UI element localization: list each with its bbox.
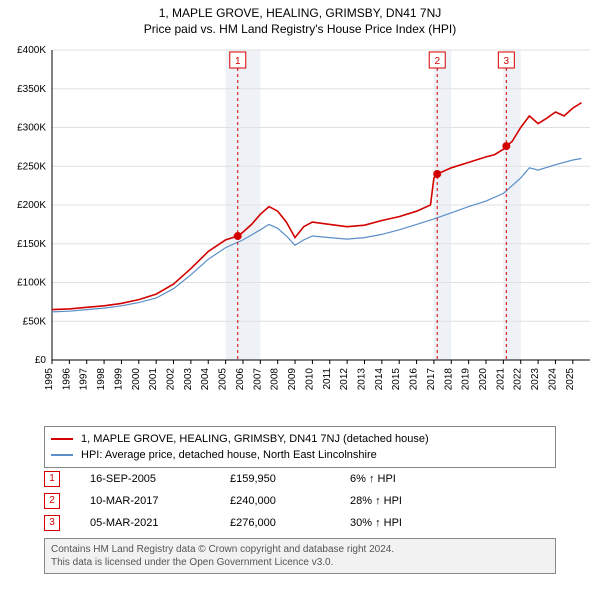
- legend-label-property: 1, MAPLE GROVE, HEALING, GRIMSBY, DN41 7…: [81, 433, 429, 445]
- svg-text:2002: 2002: [166, 368, 177, 391]
- svg-text:£250K: £250K: [17, 161, 46, 172]
- svg-text:2000: 2000: [131, 368, 142, 391]
- svg-text:2012: 2012: [339, 368, 350, 391]
- sale-marker-2: 2: [44, 493, 60, 509]
- sale-price-2: £240,000: [230, 495, 350, 507]
- chart-area: £0 £50K £100K £150K £200K £250K £300K £350K £400…: [0, 44, 600, 420]
- svg-text:1997: 1997: [79, 368, 90, 391]
- sale-diff-1: 6% ↑ HPI: [350, 473, 556, 485]
- svg-text:3: 3: [504, 56, 510, 67]
- footer-line-1: Contains HM Land Registry data © Crown c…: [51, 543, 549, 556]
- sales-table: 1 16-SEP-2005 £159,950 6% ↑ HPI 2 10-MAR…: [44, 468, 556, 534]
- legend-item-hpi: HPI: Average price, detached house, Nort…: [51, 447, 549, 463]
- svg-text:1999: 1999: [113, 368, 124, 391]
- svg-text:2008: 2008: [270, 368, 281, 391]
- svg-text:2025: 2025: [565, 368, 576, 391]
- svg-text:2020: 2020: [478, 368, 489, 391]
- svg-text:2019: 2019: [461, 368, 472, 391]
- svg-text:£150K: £150K: [17, 239, 46, 250]
- sale-marker-1: 1: [44, 471, 60, 487]
- footer-line-2: This data is licensed under the Open Gov…: [51, 556, 549, 569]
- sales-row-2: 2 10-MAR-2017 £240,000 28% ↑ HPI: [44, 490, 556, 512]
- svg-text:2001: 2001: [148, 368, 159, 391]
- svg-text:2022: 2022: [513, 368, 524, 391]
- sales-row-3: 3 05-MAR-2021 £276,000 30% ↑ HPI: [44, 512, 556, 534]
- svg-text:2004: 2004: [200, 368, 211, 391]
- svg-text:£0: £0: [35, 355, 47, 366]
- sales-row-1: 1 16-SEP-2005 £159,950 6% ↑ HPI: [44, 468, 556, 490]
- svg-text:2003: 2003: [183, 368, 194, 391]
- svg-text:2011: 2011: [322, 368, 333, 390]
- svg-text:2018: 2018: [443, 368, 454, 391]
- legend-item-property: 1, MAPLE GROVE, HEALING, GRIMSBY, DN41 7…: [51, 431, 549, 447]
- sale-price-1: £159,950: [230, 473, 350, 485]
- legend-box: 1, MAPLE GROVE, HEALING, GRIMSBY, DN41 7…: [44, 426, 556, 468]
- svg-text:£50K: £50K: [23, 316, 47, 327]
- sale-diff-2: 28% ↑ HPI: [350, 495, 556, 507]
- sale-date-2: 10-MAR-2017: [90, 495, 230, 507]
- svg-text:£200K: £200K: [17, 200, 46, 211]
- title-sub: Price paid vs. HM Land Registry's House …: [0, 20, 600, 36]
- svg-text:1: 1: [235, 56, 241, 67]
- svg-text:1996: 1996: [61, 368, 72, 391]
- legend-label-hpi: HPI: Average price, detached house, Nort…: [81, 449, 377, 461]
- svg-text:£100K: £100K: [17, 278, 46, 289]
- title-main: 1, MAPLE GROVE, HEALING, GRIMSBY, DN41 7…: [0, 0, 600, 20]
- svg-text:2021: 2021: [495, 368, 506, 391]
- sale-price-3: £276,000: [230, 517, 350, 529]
- svg-text:2024: 2024: [547, 368, 558, 391]
- svg-text:2023: 2023: [530, 368, 541, 391]
- svg-text:£350K: £350K: [17, 84, 46, 95]
- legend-swatch-property: [51, 438, 73, 440]
- svg-text:2007: 2007: [252, 368, 263, 391]
- sale-date-3: 05-MAR-2021: [90, 517, 230, 529]
- svg-text:2006: 2006: [235, 368, 246, 391]
- svg-text:1998: 1998: [96, 368, 107, 391]
- footer-box: Contains HM Land Registry data © Crown c…: [44, 538, 556, 574]
- sale-diff-3: 30% ↑ HPI: [350, 517, 556, 529]
- svg-text:2014: 2014: [374, 368, 385, 391]
- legend-swatch-hpi: [51, 454, 73, 456]
- chart-container: 1, MAPLE GROVE, HEALING, GRIMSBY, DN41 7…: [0, 0, 600, 590]
- svg-text:2016: 2016: [409, 368, 420, 391]
- svg-text:2017: 2017: [426, 368, 437, 391]
- svg-text:2015: 2015: [391, 368, 402, 391]
- sale-marker-3: 3: [44, 515, 60, 531]
- sale-date-1: 16-SEP-2005: [90, 473, 230, 485]
- svg-text:2010: 2010: [304, 368, 315, 391]
- svg-text:2013: 2013: [356, 368, 367, 391]
- svg-text:£300K: £300K: [17, 123, 46, 134]
- chart-svg: £0 £50K £100K £150K £200K £250K £300K £350K £400…: [0, 44, 600, 420]
- svg-text:2005: 2005: [218, 368, 229, 391]
- svg-text:2: 2: [434, 56, 440, 67]
- svg-text:£400K: £400K: [17, 45, 46, 56]
- svg-text:2009: 2009: [287, 368, 298, 391]
- svg-text:1995: 1995: [44, 368, 55, 391]
